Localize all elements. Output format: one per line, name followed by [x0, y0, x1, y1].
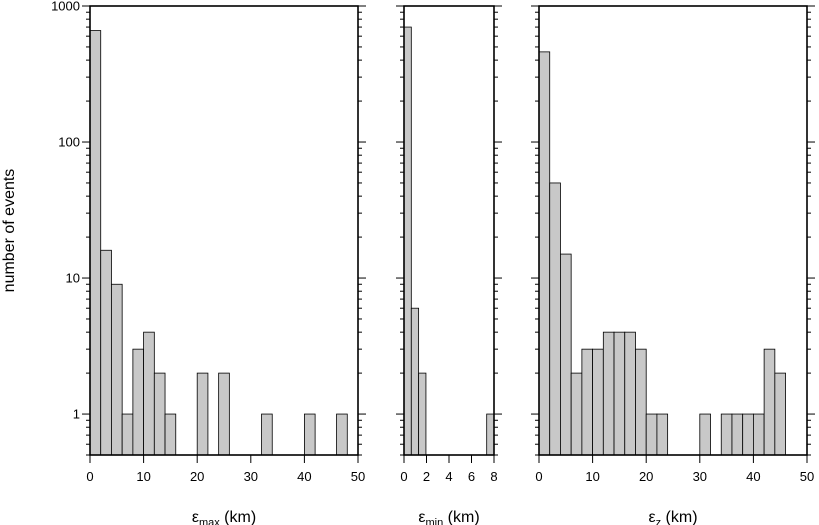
x-tick-label: 20	[190, 469, 204, 484]
plot-frame	[538, 5, 808, 456]
histogram-bar	[570, 372, 583, 456]
histogram-bar	[699, 413, 711, 456]
histogram-bar	[560, 253, 572, 456]
histogram-bar	[753, 413, 765, 456]
histogram-bar	[720, 413, 733, 456]
x-tick-label: 50	[351, 469, 365, 484]
histogram-bar	[418, 372, 427, 456]
histogram-bar	[592, 348, 604, 456]
x-tick-label: 30	[693, 469, 707, 484]
histogram-bar	[635, 348, 647, 456]
histogram-bar	[403, 26, 412, 456]
histogram-bar	[111, 283, 123, 456]
histogram-bar	[121, 413, 134, 456]
x-axis-symbol: ε	[648, 509, 655, 525]
x-axis-title: εz (km)	[648, 509, 697, 525]
x-tick-label: 50	[800, 469, 814, 484]
x-axis-unit: (km)	[661, 509, 697, 525]
x-tick-label: 0	[400, 469, 407, 484]
x-axis-subscript: z	[656, 517, 662, 525]
histogram-bar	[656, 413, 669, 456]
x-tick-label: 20	[639, 469, 653, 484]
y-axis-title: number of events	[1, 169, 18, 293]
histogram-bar	[624, 331, 636, 456]
histogram-bar	[742, 413, 754, 456]
histogram-bar	[774, 372, 786, 456]
histogram-bar	[261, 413, 273, 456]
x-axis-subscript: min	[425, 517, 443, 525]
x-tick-label: 10	[585, 469, 599, 484]
histogram-bar	[645, 413, 658, 456]
x-axis-unit: (km)	[443, 509, 479, 525]
x-tick-label: 10	[136, 469, 150, 484]
histogram-panel-3: 0 10 20 30 40 50 εz (km)	[531, 5, 815, 525]
histogram-bar	[486, 413, 495, 456]
histogram-bar	[538, 51, 551, 456]
histogram-bar	[549, 182, 561, 456]
y-tick-label: 1000	[51, 0, 80, 14]
histogram-bar	[303, 413, 316, 456]
histogram-panel-1: 1 10 100 1000 0 10 20 30 40 50 εmax (km)	[51, 0, 366, 525]
histogram-bar	[196, 372, 209, 456]
x-tick-label: 40	[746, 469, 760, 484]
x-axis-subscript: max	[199, 517, 220, 525]
histogram-bar	[100, 249, 112, 456]
histogram-bar	[763, 348, 776, 456]
histogram-bar	[89, 30, 102, 456]
x-tick-label: 4	[445, 469, 452, 484]
x-axis-unit: (km)	[220, 509, 256, 525]
histogram-bar	[153, 372, 166, 456]
histogram-bar	[581, 348, 594, 456]
x-axis-title: εmin (km)	[418, 509, 479, 525]
y-tick-label: 10	[66, 271, 80, 286]
histogram-bar	[613, 331, 626, 456]
histogram-bar	[143, 331, 155, 456]
x-tick-label: 0	[535, 469, 542, 484]
y-tick-label: 100	[58, 135, 80, 150]
histogram-bar	[410, 307, 420, 456]
plot-frame	[89, 5, 359, 456]
x-axis-symbol: ε	[192, 509, 199, 525]
histogram-bar	[731, 413, 744, 456]
histogram-bar	[336, 413, 348, 456]
histogram-bar	[218, 372, 230, 456]
x-tick-label: 2	[423, 469, 430, 484]
histogram-bar	[164, 413, 177, 456]
x-tick-label: 6	[468, 469, 475, 484]
y-tick-label: 1	[73, 407, 80, 422]
x-tick-label: 40	[297, 469, 311, 484]
histogram-bar	[132, 348, 145, 456]
x-axis-title: εmax (km)	[192, 509, 256, 525]
x-tick-label: 30	[244, 469, 258, 484]
histogram-bar	[602, 331, 615, 456]
histogram-panel-2: 0 2 4 6 8 εmin (km)	[396, 5, 502, 525]
x-axis-symbol: ε	[418, 509, 425, 525]
x-tick-label: 0	[86, 469, 93, 484]
x-tick-label: 8	[490, 469, 497, 484]
